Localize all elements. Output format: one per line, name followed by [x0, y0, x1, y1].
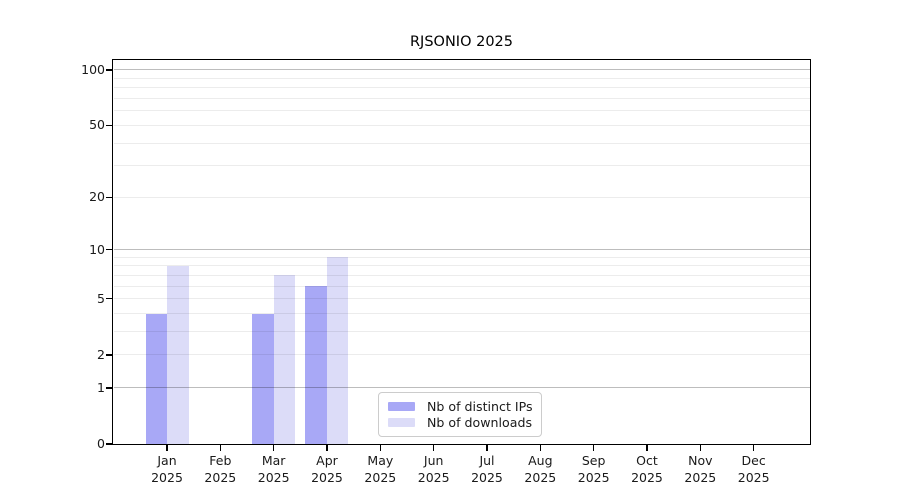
gridline-minor [113, 98, 811, 100]
x-tick-year: 2025 [577, 470, 610, 485]
x-tick-label: Jul 2025 [447, 452, 527, 486]
x-tick-year: 2025 [364, 470, 397, 485]
legend-label-downloads: Nb of downloads [427, 415, 533, 431]
gridline-minor [113, 165, 811, 167]
gridline-minor [113, 110, 811, 112]
x-tick-mark [539, 444, 542, 451]
x-tick-mark [379, 444, 382, 451]
gridline-minor [113, 87, 811, 89]
x-tick-mark [699, 444, 702, 451]
gridline-minor [113, 124, 811, 126]
gridline-minor [113, 142, 811, 144]
gridline-major [113, 249, 811, 251]
x-tick-mark [646, 444, 648, 451]
y-tick-mark [105, 354, 113, 356]
y-tick-label: 1 [97, 379, 105, 395]
gridline-minor [113, 265, 811, 267]
gridline-minor [113, 274, 811, 276]
x-tick-year: 2025 [737, 470, 770, 485]
x-tick-year: 2025 [417, 470, 450, 485]
legend-label-distinct-ips: Nb of distinct IPs [427, 398, 533, 414]
y-tick-label: 20 [89, 189, 105, 205]
bar-distinct-ips [252, 313, 274, 444]
gridline-minor [113, 313, 811, 315]
x-tick-mark [433, 444, 435, 451]
legend-swatch-distinct-ips [388, 401, 415, 411]
plot-area [113, 60, 811, 444]
plot-border [112, 58, 811, 445]
x-tick-mark [219, 444, 222, 451]
x-tick-year: 2025 [257, 470, 290, 485]
x-tick-mark [273, 444, 275, 451]
x-tick-year: 2025 [471, 470, 503, 485]
bar-distinct-ips [305, 286, 327, 444]
x-tick-mark [593, 444, 595, 451]
y-tick-label: 2 [97, 346, 105, 362]
y-tick-mark [105, 249, 113, 251]
bar-distinct-ips [145, 313, 167, 444]
gridline-minor [113, 331, 811, 333]
y-tick-mark [105, 124, 113, 127]
y-tick-mark [105, 387, 113, 389]
gridline-major [113, 387, 811, 389]
y-tick-label: 10 [89, 241, 105, 257]
x-tick-label: Jan 2025 [127, 452, 207, 486]
y-tick-label: 100 [81, 61, 105, 77]
x-tick-mark [486, 444, 488, 451]
x-tick-label: Mar 2025 [234, 452, 314, 486]
x-tick-mark [753, 444, 755, 451]
y-tick-mark [105, 298, 113, 300]
x-tick-year: 2025 [151, 470, 183, 485]
x-tick-year: 2025 [524, 470, 557, 485]
x-tick-label: Nov 2025 [660, 452, 740, 486]
x-tick-year: 2025 [631, 470, 663, 485]
x-tick-year: 2025 [204, 470, 237, 485]
x-tick-label: May 2025 [340, 452, 420, 486]
x-tick-label: Apr 2025 [287, 452, 367, 486]
y-tick-mark [105, 443, 113, 445]
x-tick-label: Sep 2025 [554, 452, 634, 486]
x-tick-label: Aug 2025 [500, 452, 580, 486]
chart-title: RJSONIO 2025 [409, 34, 513, 50]
legend-row-downloads: Nb of downloads [388, 415, 532, 430]
y-tick-label: 5 [97, 290, 105, 306]
y-tick-mark [105, 69, 113, 71]
gridline-minor [113, 285, 811, 287]
gridline-minor [113, 354, 811, 356]
legend: Nb of distinct IPs Nb of downloads [378, 392, 542, 437]
gridline-major [113, 69, 811, 71]
bar-downloads [326, 257, 349, 444]
y-tick-label: 0 [97, 436, 105, 451]
x-tick-mark [326, 444, 328, 451]
x-tick-label: Jun 2025 [394, 452, 474, 486]
bar-downloads [273, 275, 296, 444]
x-tick-year: 2025 [311, 470, 343, 485]
legend-swatch-downloads [388, 418, 415, 428]
gridline-minor [113, 256, 811, 258]
x-tick-year: 2025 [684, 470, 717, 485]
legend-row-distinct-ips: Nb of distinct IPs [388, 398, 533, 414]
x-tick-label: Dec 2025 [714, 452, 794, 486]
gridline-minor [113, 196, 811, 198]
gridline-minor [113, 77, 811, 79]
x-tick-mark [166, 444, 168, 451]
gridline-minor [113, 298, 811, 300]
y-tick-label: 50 [89, 117, 105, 133]
x-tick-label: Oct 2025 [607, 452, 687, 486]
x-tick-label: Feb 2025 [180, 452, 260, 486]
y-tick-mark [105, 196, 113, 198]
